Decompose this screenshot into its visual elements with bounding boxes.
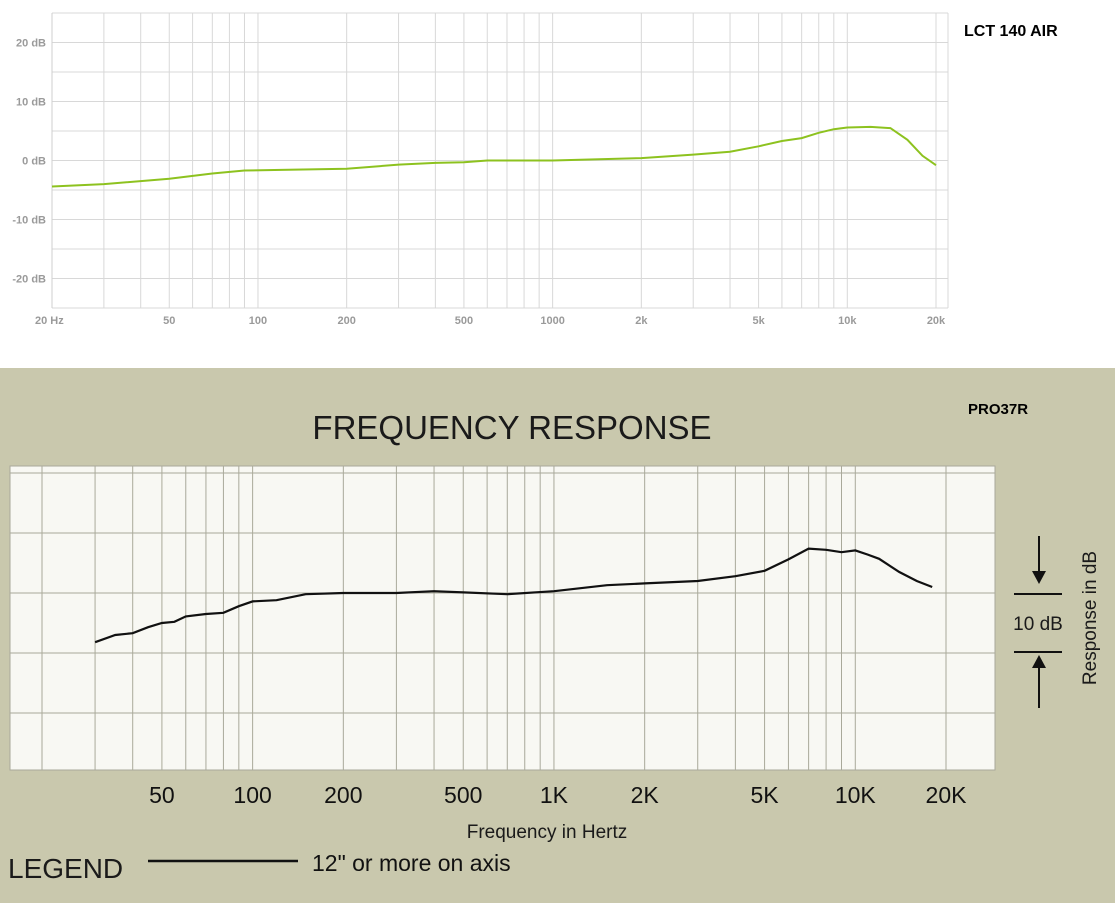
lct140-x-tick-label: 100 xyxy=(249,315,267,327)
lct140-x-tick-label: 5k xyxy=(752,315,765,327)
pro37r-x-tick-label: 2K xyxy=(631,782,660,808)
pro37r-grid xyxy=(9,465,996,771)
arrow-up-icon xyxy=(1032,655,1046,668)
lct140-x-tick-label: 20 Hz xyxy=(35,315,64,327)
lct140-response-line xyxy=(51,125,937,188)
pro37r-x-axis-label: Frequency in Hertz xyxy=(467,822,628,843)
lct140-x-tick-label: 200 xyxy=(337,315,355,327)
pro37r-x-tick-label: 20K xyxy=(926,782,968,808)
lct140-y-tick-label: 10 dB xyxy=(16,97,46,109)
pro37r-plot-area xyxy=(10,466,995,770)
lct140-title: LCT 140 AIR xyxy=(964,23,1058,40)
pro37r-response-line xyxy=(94,547,933,644)
lct140-x-tick-label: 1000 xyxy=(540,315,564,327)
pro37r-x-tick-label: 5K xyxy=(751,782,780,808)
legend-entry: 12" or more on axis xyxy=(312,850,511,876)
pro37r-x-tick-label: 50 xyxy=(149,782,175,808)
lct140-x-tick-label: 10k xyxy=(838,315,857,327)
pro37r-x-tick-label: 100 xyxy=(233,782,271,808)
lct140-x-tick-label: 50 xyxy=(163,315,175,327)
lct140-y-tick-label: -20 dB xyxy=(12,274,46,286)
lct140-x-tick-label: 20k xyxy=(927,315,946,327)
pro37r-frame xyxy=(9,465,996,771)
pro37r-chart: 50 100 200 500 1K 2K 5K 10K 20K FREQUENCY RESPON… xyxy=(8,401,1101,884)
pro37r-x-tick-label: 1K xyxy=(540,782,569,808)
pro37r-y-axis-label: Response in dB xyxy=(1080,551,1101,685)
lct140-y-tick-label: -10 dB xyxy=(12,215,46,227)
pro37r-tick-labels: 50 100 200 500 1K 2K 5K 10K 20K xyxy=(149,782,967,808)
scale-label: 10 dB xyxy=(1013,614,1063,635)
arrow-down-icon xyxy=(1032,571,1046,584)
lct140-y-tick-label: 20 dB xyxy=(16,38,46,50)
lct140-x-tick-label: 500 xyxy=(455,315,473,327)
lct140-tick-labels: 20 dB 10 dB 0 dB -10 dB -20 dB 20 Hz 50 100 200 5… xyxy=(12,38,946,328)
pro37r-x-tick-label: 10K xyxy=(835,782,877,808)
scale-indicator: 10 dB xyxy=(1013,536,1063,708)
pro37r-x-tick-label: 500 xyxy=(444,782,482,808)
legend: LEGEND 12" or more on axis xyxy=(8,850,511,884)
lct140-chart-panel: 20 dB 10 dB 0 dB -10 dB -20 dB 20 Hz 50 100 200 5… xyxy=(0,0,1115,368)
pro37r-chart-panel: 50 100 200 500 1K 2K 5K 10K 20K FREQUENCY RESPON… xyxy=(0,368,1115,903)
lct140-x-tick-label: 2k xyxy=(635,315,648,327)
pro37r-title: FREQUENCY RESPONSE xyxy=(312,409,711,446)
legend-title: LEGEND xyxy=(8,853,123,884)
lct140-chart: 20 dB 10 dB 0 dB -10 dB -20 dB 20 Hz 50 100 200 5… xyxy=(12,12,1058,328)
pro37r-model: PRO37R xyxy=(968,401,1028,418)
pro37r-x-tick-label: 200 xyxy=(324,782,362,808)
lct140-y-tick-label: 0 dB xyxy=(22,156,46,168)
